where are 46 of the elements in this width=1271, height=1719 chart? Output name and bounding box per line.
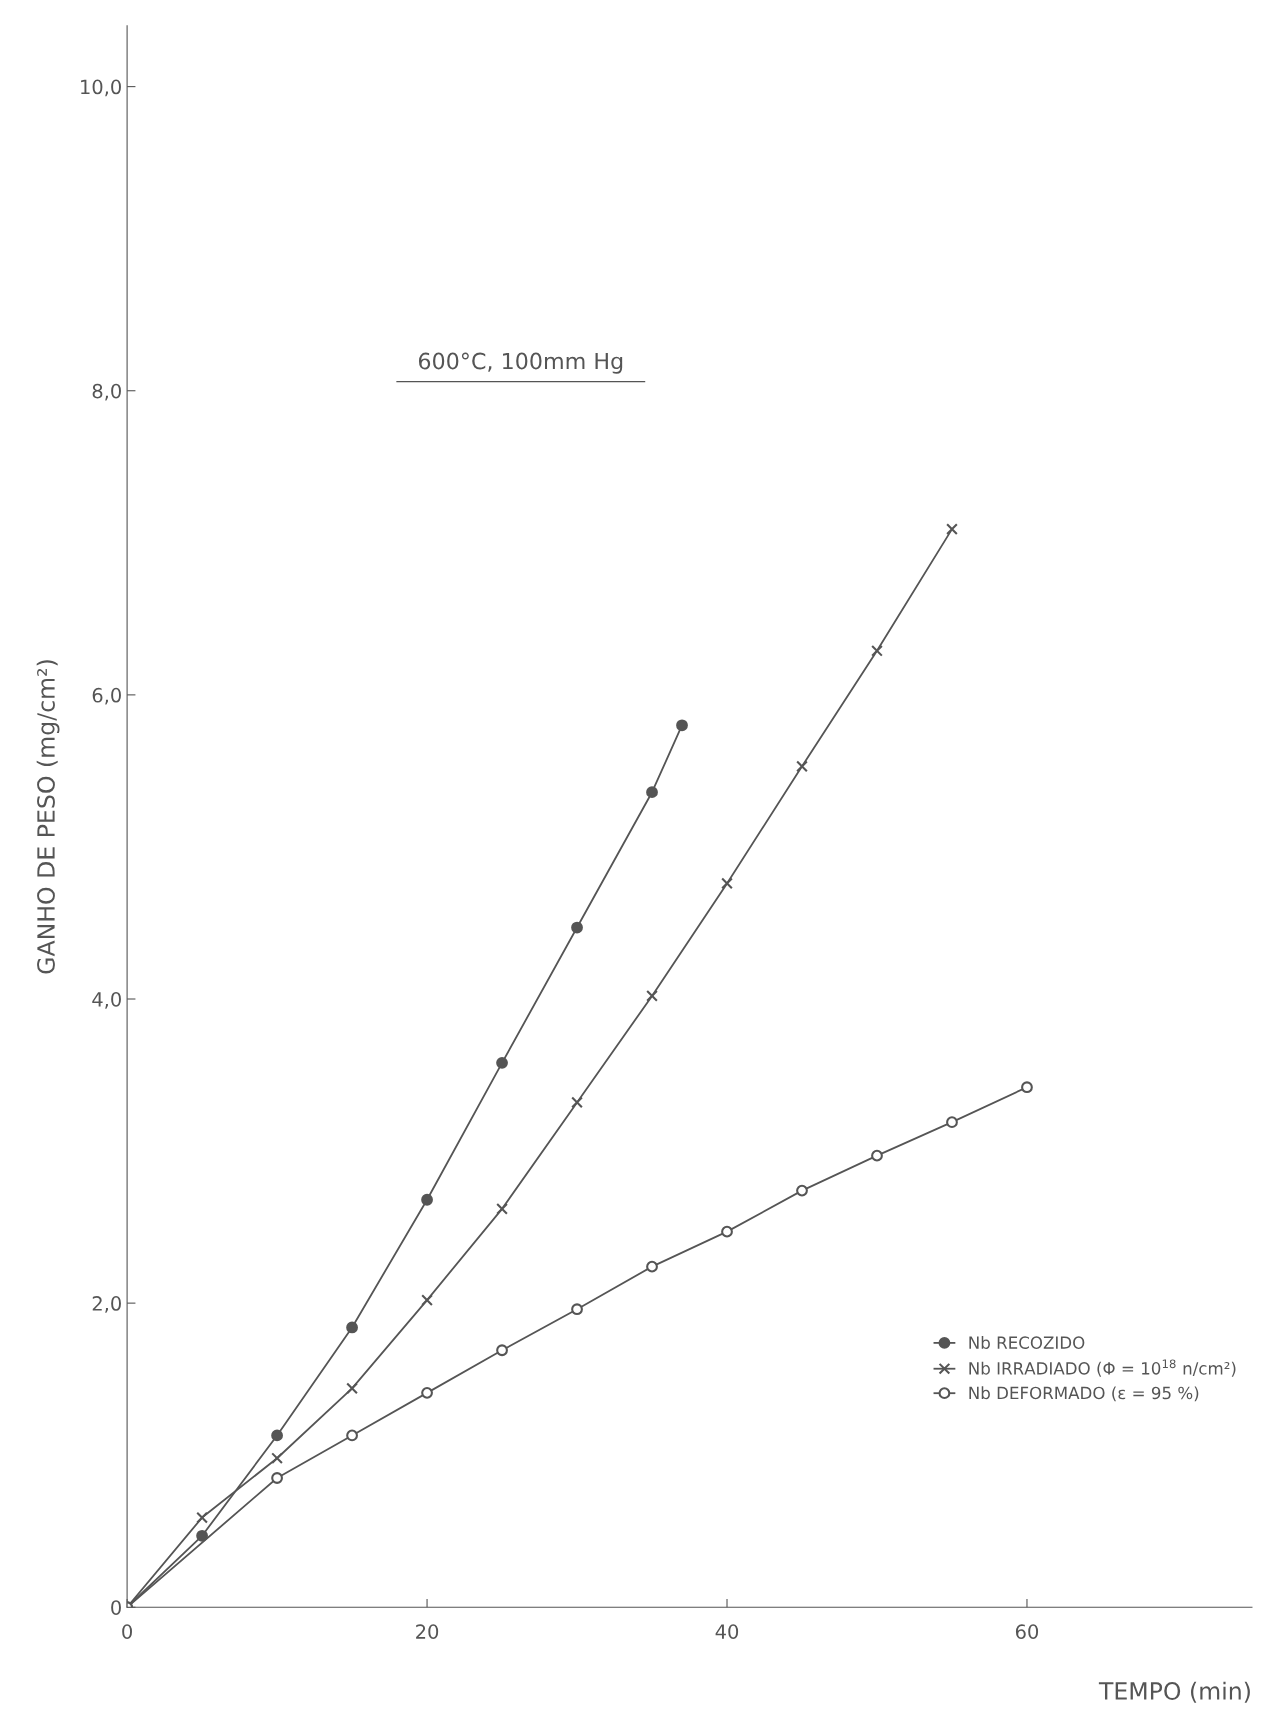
point: [796, 760, 808, 773]
annotation: 600°C, 100mm Hg: [418, 352, 623, 374]
point: [871, 1149, 883, 1162]
point: [946, 523, 958, 536]
x-tick-label: 40: [715, 1624, 739, 1639]
point: [676, 719, 688, 732]
point: [646, 990, 658, 1002]
y-tick-label: 2,0: [92, 1296, 121, 1313]
point: [196, 1511, 208, 1524]
point: [421, 1294, 433, 1306]
point: [871, 644, 883, 657]
point: [721, 1225, 733, 1238]
point: [271, 1429, 283, 1442]
point: [946, 1116, 958, 1129]
point: [271, 1452, 283, 1465]
legend-label: Nb DEFORMADO (ε = 95 %): [969, 1386, 1199, 1402]
point: [346, 1382, 358, 1395]
point: [421, 1193, 433, 1206]
point: [571, 1303, 583, 1316]
y-tick-label: 6,0: [92, 687, 121, 705]
y-tick-label: 0: [111, 1600, 121, 1615]
point: [496, 1056, 508, 1069]
point: [646, 786, 658, 799]
y-axis-title: GANHO DE PESO (mg/cm²): [36, 660, 60, 974]
point: [346, 1429, 358, 1442]
legend-label: Nb RECOZIDO: [969, 1336, 1085, 1349]
point: [271, 1472, 283, 1484]
point: [346, 1321, 358, 1334]
point: [421, 1386, 433, 1399]
point: [496, 1202, 508, 1215]
legend-label: Nb IRRADIADO (Φ = 10$^{18}$ n/cm²): [969, 1359, 1236, 1377]
point: [796, 1184, 808, 1197]
x-tick-label: 20: [416, 1624, 439, 1639]
y-tick-label: 10,0: [81, 79, 121, 97]
point: [496, 1344, 508, 1357]
x-axis-title: TEMPO (min): [1098, 1681, 1250, 1703]
y-tick-label: 4,0: [92, 991, 121, 1009]
point: [571, 921, 583, 934]
point: [1021, 1081, 1033, 1094]
point: [721, 877, 733, 890]
y-tick-label: 8,0: [92, 383, 121, 401]
x-tick-label: 0: [122, 1624, 132, 1639]
x-tick-label: 60: [1015, 1624, 1039, 1639]
point: [571, 1096, 583, 1109]
point: [646, 1260, 658, 1273]
point: [196, 1529, 208, 1542]
